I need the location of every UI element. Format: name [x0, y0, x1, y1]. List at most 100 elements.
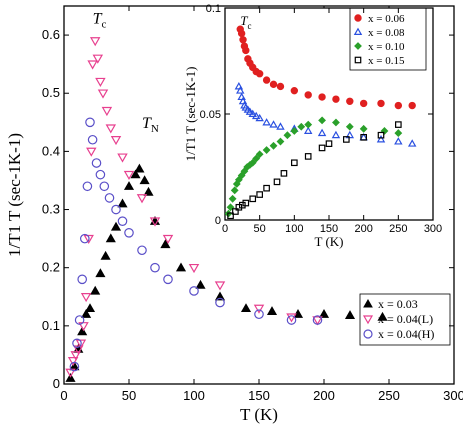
data-point — [346, 97, 354, 105]
data-point — [175, 262, 187, 272]
data-point — [269, 80, 278, 89]
data-point — [256, 191, 263, 198]
data-point — [226, 203, 235, 212]
data-point — [92, 54, 104, 64]
data-point — [67, 356, 79, 367]
x-tick-label: 300 — [443, 388, 463, 403]
data-point — [239, 201, 246, 209]
data-point — [252, 154, 261, 163]
data-point — [105, 233, 116, 243]
data-point — [332, 95, 340, 103]
data-point — [255, 70, 264, 78]
data-point — [95, 268, 106, 278]
data-point — [254, 309, 264, 320]
data-point — [215, 297, 225, 308]
annotation: Tc — [240, 13, 251, 31]
data-point — [394, 137, 403, 145]
data-point — [408, 101, 416, 110]
data-point — [77, 274, 87, 285]
data-point — [407, 139, 417, 147]
legend-box — [349, 7, 427, 71]
data-point — [77, 326, 88, 336]
data-point — [343, 136, 350, 143]
data-point — [249, 195, 257, 203]
legend-label: x = 0.04(L) — [378, 312, 433, 326]
data-point — [85, 117, 95, 128]
data-point — [262, 76, 271, 84]
data-point — [237, 29, 246, 38]
data-point — [394, 129, 403, 137]
data-point — [286, 313, 297, 323]
data-point — [318, 116, 326, 125]
legend-label: x = 0.06 — [368, 13, 405, 25]
data-point — [395, 121, 402, 128]
data-point — [263, 184, 270, 192]
data-point — [110, 136, 122, 146]
y-tick-label: 0 — [53, 376, 60, 391]
data-point — [134, 163, 145, 173]
data-point — [95, 77, 106, 88]
x-tick-label: 50 — [122, 388, 136, 403]
data-point — [162, 234, 174, 245]
data-point — [75, 339, 87, 349]
data-point — [248, 109, 257, 118]
data-point — [83, 234, 94, 245]
y-axis-label: 1/T1 T (sec-1K-1) — [5, 133, 24, 257]
y-tick-label: 0 — [215, 215, 221, 227]
data-point — [99, 181, 110, 192]
data-point — [137, 245, 147, 256]
x-axis-label: T (K) — [314, 234, 343, 249]
data-point — [312, 315, 323, 325]
data-point — [377, 99, 385, 108]
annotation-subscript: c — [247, 21, 251, 31]
data-point — [143, 186, 154, 196]
data-point — [290, 86, 299, 95]
data-point — [117, 153, 128, 163]
data-point — [262, 146, 271, 154]
data-point — [69, 361, 80, 372]
data-point — [239, 36, 247, 44]
legend-marker — [363, 298, 373, 308]
legend-label: x = 0.04(H) — [378, 327, 434, 341]
data-point — [110, 221, 122, 231]
legend-marker — [354, 56, 362, 64]
legend-label: x = 0.10 — [368, 41, 405, 53]
data-point — [188, 263, 200, 274]
data-point — [84, 303, 96, 313]
y-tick-label: 0.3 — [42, 202, 60, 217]
data-point — [304, 153, 312, 160]
legend-label: x = 0.15 — [368, 55, 405, 67]
legend-label: x = 0.08 — [368, 27, 405, 39]
data-point — [111, 204, 121, 215]
data-point — [230, 186, 239, 195]
y-tick-label: 0.1 — [206, 3, 221, 15]
x-tick-label: 200 — [313, 388, 335, 403]
data-layer — [65, 37, 388, 382]
data-point — [377, 131, 385, 139]
data-point — [95, 169, 106, 180]
data-layer — [225, 25, 417, 220]
y-tick-label: 0.1 — [42, 318, 60, 333]
data-point — [104, 193, 115, 203]
data-point — [236, 86, 245, 94]
data-point — [276, 122, 285, 130]
y-tick-label: 0.5 — [42, 85, 60, 100]
data-point — [266, 306, 278, 315]
data-point — [101, 106, 113, 117]
data-point — [325, 140, 333, 148]
data-point — [291, 159, 298, 167]
data-point — [90, 285, 101, 295]
data-point — [240, 303, 252, 313]
data-point — [105, 124, 117, 134]
data-point — [91, 158, 102, 168]
data-point — [318, 93, 326, 101]
data-point — [86, 147, 97, 157]
legend-label: x = 0.03 — [378, 297, 418, 311]
data-point — [74, 315, 85, 325]
data-point — [80, 293, 92, 303]
data-point — [360, 134, 367, 141]
data-point — [242, 199, 250, 207]
data-point — [123, 181, 135, 190]
data-point — [255, 113, 264, 122]
